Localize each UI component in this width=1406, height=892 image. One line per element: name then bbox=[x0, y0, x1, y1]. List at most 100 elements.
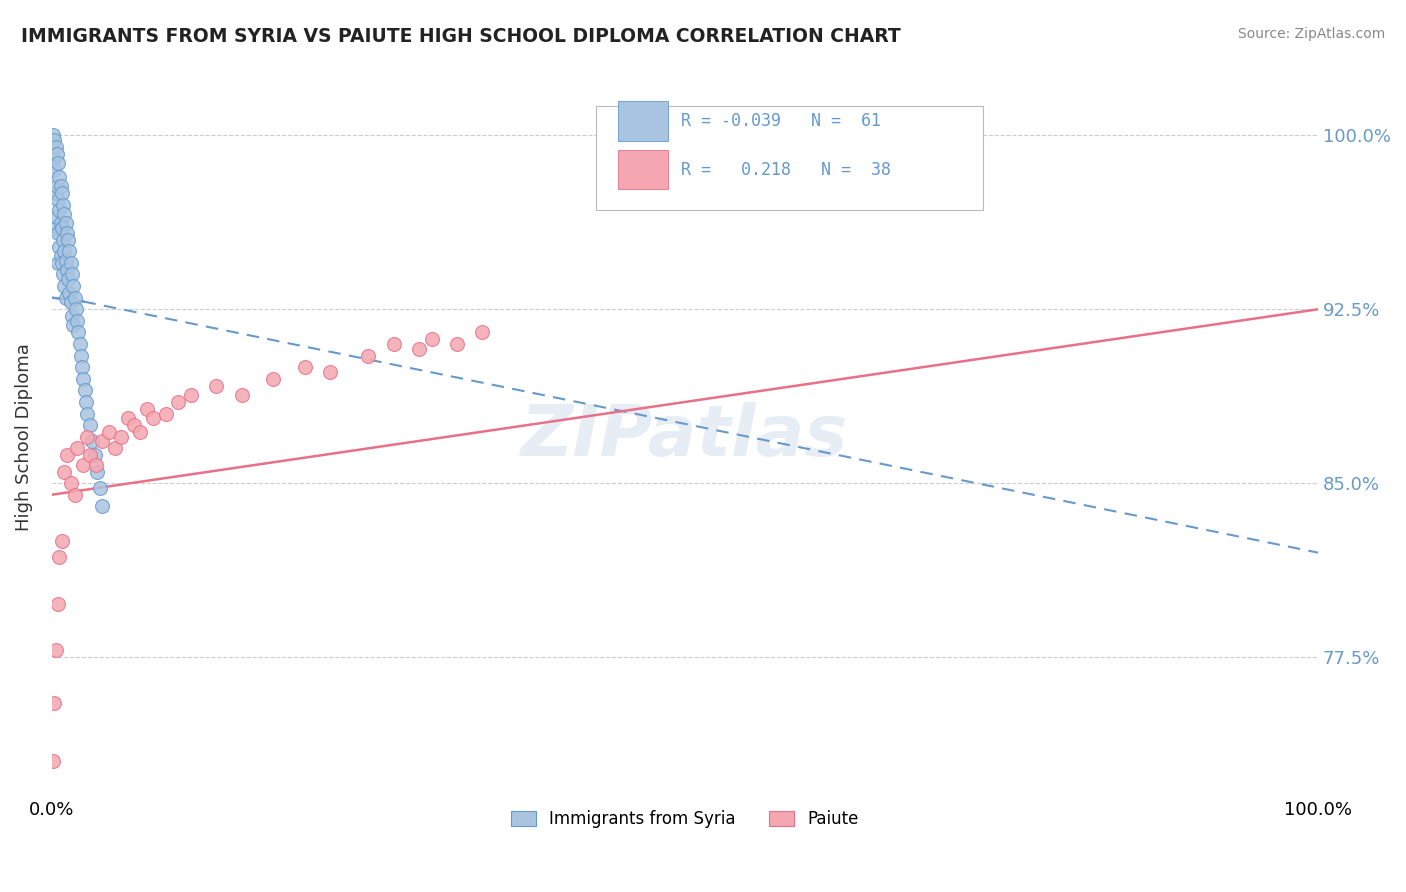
Point bbox=[117, 411, 139, 425]
Point bbox=[53, 244, 76, 259]
Point bbox=[59, 256, 82, 270]
Point bbox=[44, 133, 66, 147]
FancyBboxPatch shape bbox=[596, 106, 983, 211]
Point bbox=[45, 179, 67, 194]
Point bbox=[53, 465, 76, 479]
Point bbox=[55, 291, 77, 305]
Point bbox=[55, 253, 77, 268]
Point bbox=[205, 378, 228, 392]
Point bbox=[83, 448, 105, 462]
Point bbox=[46, 597, 69, 611]
Text: Source: ZipAtlas.com: Source: ZipAtlas.com bbox=[1237, 27, 1385, 41]
Point bbox=[67, 326, 90, 340]
Point bbox=[75, 395, 97, 409]
Point bbox=[53, 279, 76, 293]
Point bbox=[294, 360, 316, 375]
Point bbox=[82, 434, 104, 449]
Point bbox=[104, 442, 127, 456]
Point bbox=[97, 425, 120, 439]
FancyBboxPatch shape bbox=[617, 150, 668, 189]
Point bbox=[52, 268, 75, 282]
Point bbox=[46, 256, 69, 270]
Point bbox=[62, 318, 84, 333]
Point bbox=[382, 337, 405, 351]
Point bbox=[110, 430, 132, 444]
Point bbox=[48, 202, 70, 217]
Y-axis label: High School Diploma: High School Diploma bbox=[15, 343, 32, 531]
Point bbox=[51, 186, 73, 201]
Point bbox=[56, 226, 79, 240]
Point bbox=[84, 458, 107, 472]
Text: R = -0.039   N =  61: R = -0.039 N = 61 bbox=[681, 112, 882, 130]
Point bbox=[91, 434, 114, 449]
Point bbox=[471, 326, 494, 340]
Point bbox=[62, 279, 84, 293]
Point bbox=[51, 221, 73, 235]
Point bbox=[122, 418, 145, 433]
Point bbox=[65, 302, 87, 317]
Point bbox=[79, 418, 101, 433]
Point bbox=[60, 268, 83, 282]
Point bbox=[76, 407, 98, 421]
Point bbox=[45, 186, 67, 201]
Point bbox=[49, 249, 72, 263]
Point bbox=[52, 233, 75, 247]
Point bbox=[49, 217, 72, 231]
Point bbox=[180, 388, 202, 402]
Point bbox=[66, 314, 89, 328]
Point bbox=[72, 458, 94, 472]
Point bbox=[58, 272, 80, 286]
Point bbox=[79, 448, 101, 462]
Point bbox=[45, 140, 67, 154]
Text: IMMIGRANTS FROM SYRIA VS PAIUTE HIGH SCHOOL DIPLOMA CORRELATION CHART: IMMIGRANTS FROM SYRIA VS PAIUTE HIGH SCH… bbox=[21, 27, 901, 45]
Point bbox=[46, 194, 69, 208]
Point bbox=[63, 291, 86, 305]
Point bbox=[89, 481, 111, 495]
Point bbox=[45, 147, 67, 161]
Point bbox=[56, 263, 79, 277]
Point bbox=[76, 430, 98, 444]
Point bbox=[48, 550, 70, 565]
Point bbox=[70, 360, 93, 375]
Point bbox=[155, 407, 177, 421]
Point bbox=[59, 476, 82, 491]
Point bbox=[51, 534, 73, 549]
Point bbox=[42, 754, 65, 768]
Point bbox=[73, 384, 96, 398]
Point bbox=[420, 332, 443, 346]
Point bbox=[49, 179, 72, 194]
Point bbox=[46, 226, 69, 240]
Point bbox=[45, 221, 67, 235]
Point bbox=[69, 337, 91, 351]
Point bbox=[51, 256, 73, 270]
Point bbox=[58, 244, 80, 259]
Point bbox=[45, 210, 67, 224]
Text: ZIPatlas: ZIPatlas bbox=[522, 402, 849, 471]
Point bbox=[129, 425, 152, 439]
Point bbox=[59, 295, 82, 310]
FancyBboxPatch shape bbox=[617, 102, 668, 141]
Point bbox=[86, 465, 108, 479]
Point bbox=[167, 395, 190, 409]
Legend: Immigrants from Syria, Paiute: Immigrants from Syria, Paiute bbox=[505, 803, 866, 835]
Point bbox=[48, 240, 70, 254]
Point bbox=[319, 365, 342, 379]
Point bbox=[91, 500, 114, 514]
Point bbox=[42, 152, 65, 166]
Point bbox=[42, 128, 65, 143]
Point bbox=[72, 372, 94, 386]
Point bbox=[357, 349, 380, 363]
Point bbox=[70, 349, 93, 363]
Point bbox=[45, 643, 67, 657]
Point bbox=[135, 401, 157, 416]
Point bbox=[60, 310, 83, 324]
Point bbox=[44, 163, 66, 178]
Point bbox=[58, 233, 80, 247]
Point bbox=[48, 170, 70, 185]
Point bbox=[44, 697, 66, 711]
Point bbox=[55, 217, 77, 231]
Point bbox=[58, 286, 80, 301]
Point bbox=[63, 488, 86, 502]
Point bbox=[52, 198, 75, 212]
Text: R =   0.218   N =  38: R = 0.218 N = 38 bbox=[681, 161, 891, 178]
